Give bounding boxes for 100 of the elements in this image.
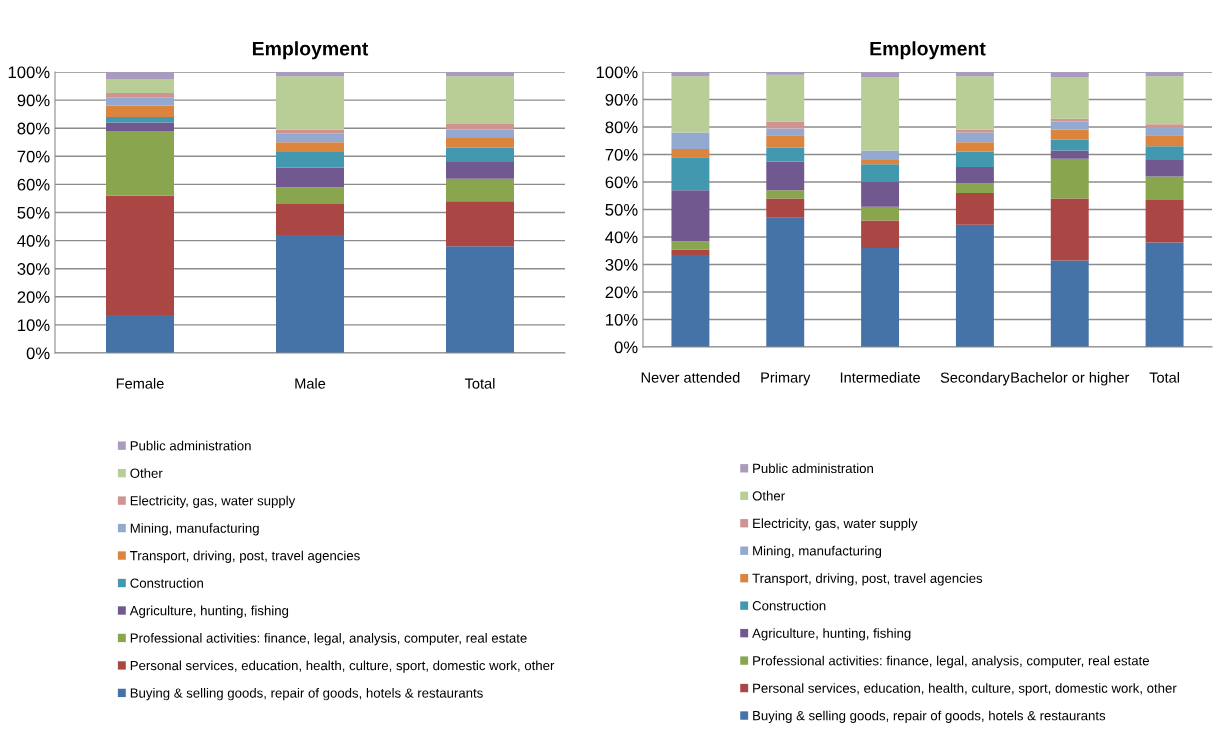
legend-label: Buying & selling goods, repair of goods, hotels & restaurants xyxy=(753,710,1106,723)
legend-label: Construction xyxy=(130,578,203,588)
bar xyxy=(446,161,514,179)
bar xyxy=(446,201,514,247)
y-tick-label: 10% xyxy=(606,313,638,326)
y-tick-label: 10% xyxy=(18,319,50,332)
bar xyxy=(861,72,900,78)
x-tick-label: Never attended xyxy=(641,372,740,383)
bar xyxy=(766,74,805,122)
bar xyxy=(1145,124,1184,127)
bar xyxy=(671,249,710,255)
legend-label: Professional activities: finance, legal, analysis, computer, real estate xyxy=(130,633,527,646)
bar xyxy=(1050,150,1089,159)
bar xyxy=(671,190,710,242)
bar xyxy=(446,246,514,353)
bar xyxy=(276,72,344,77)
bar xyxy=(766,190,805,199)
bar xyxy=(276,129,344,134)
bar xyxy=(955,193,994,225)
bar xyxy=(446,178,514,202)
bar xyxy=(861,150,900,160)
bar xyxy=(1050,77,1089,119)
bar xyxy=(861,248,900,347)
bar xyxy=(276,187,344,205)
y-tick-label: 30% xyxy=(605,258,638,271)
x-tick-label: Secondary xyxy=(940,372,1010,386)
legend-label: Other xyxy=(130,468,163,478)
bar xyxy=(446,123,514,130)
bar xyxy=(861,220,900,248)
bar xyxy=(1050,129,1089,140)
bar xyxy=(955,129,994,133)
legend-label: Other xyxy=(752,490,785,501)
x-tick-label: Total xyxy=(1149,372,1180,383)
y-tick-label: 70% xyxy=(605,148,638,161)
bar xyxy=(861,206,900,221)
bar xyxy=(955,72,994,77)
x-tick-label: Female xyxy=(116,378,164,389)
bar xyxy=(1145,199,1184,243)
bar xyxy=(1145,242,1184,347)
y-tick-label: 50% xyxy=(17,206,50,219)
y-tick-label: 100% xyxy=(596,66,638,79)
bar xyxy=(276,234,344,353)
bar xyxy=(446,76,514,124)
legend-label: Public administration xyxy=(753,463,873,474)
bar xyxy=(671,254,710,347)
legend-label: Agriculture, hunting, fishing xyxy=(129,605,289,618)
bar xyxy=(766,135,805,148)
y-tick-label: 80% xyxy=(605,121,638,134)
bar xyxy=(106,93,174,98)
y-tick-label: 0% xyxy=(26,347,50,360)
bar xyxy=(276,76,344,130)
bar xyxy=(446,138,514,148)
bar xyxy=(446,129,514,139)
bar xyxy=(955,151,994,167)
y-tick-label: 0% xyxy=(614,341,638,354)
bar xyxy=(106,116,174,123)
bar xyxy=(276,142,344,153)
legend-label: Agriculture, hunting, fishing xyxy=(752,628,911,641)
bar xyxy=(955,76,994,130)
bar xyxy=(766,217,805,347)
bar xyxy=(671,72,710,77)
x-tick-label: Primary xyxy=(761,372,811,386)
bar xyxy=(955,132,994,143)
bar xyxy=(861,182,900,207)
bar xyxy=(1145,146,1184,160)
y-tick-label: 60% xyxy=(605,176,638,189)
bar xyxy=(446,147,514,162)
bar xyxy=(861,77,900,151)
y-tick-label: 20% xyxy=(605,286,638,299)
y-tick-label: 60% xyxy=(17,178,50,191)
bar xyxy=(766,128,805,136)
legend-label: Transport, driving, post, travel agencies xyxy=(130,550,360,563)
y-tick-label: 100% xyxy=(8,66,50,79)
bar xyxy=(1050,72,1089,78)
y-tick-label: 30% xyxy=(17,263,50,275)
bar xyxy=(106,195,174,316)
bar xyxy=(1050,158,1089,199)
bar xyxy=(671,241,710,250)
y-tick-label: 40% xyxy=(17,235,50,247)
legend-label: Mining, manufacturing xyxy=(130,523,259,536)
x-tick-label: Male xyxy=(295,378,326,389)
bar xyxy=(446,72,514,77)
y-tick-label: 90% xyxy=(17,94,50,107)
bar xyxy=(861,160,900,165)
bar xyxy=(671,149,710,158)
legend-label: Mining, manufacturing xyxy=(753,545,882,559)
bar xyxy=(766,161,805,191)
bar xyxy=(955,166,994,184)
bar xyxy=(106,79,174,94)
bar xyxy=(106,72,174,80)
bar xyxy=(955,183,994,193)
bar xyxy=(1145,72,1184,77)
x-tick-label: Intermediate xyxy=(840,372,920,383)
y-tick-label: 20% xyxy=(17,291,50,303)
legend-label: Electricity, gas, water supply xyxy=(753,518,918,531)
legend-label: Personal services, education, health, culture, sport, domestic work, other xyxy=(130,660,555,673)
bar xyxy=(276,133,344,143)
bar xyxy=(276,204,344,235)
bar xyxy=(1145,76,1184,125)
bar xyxy=(671,157,710,191)
